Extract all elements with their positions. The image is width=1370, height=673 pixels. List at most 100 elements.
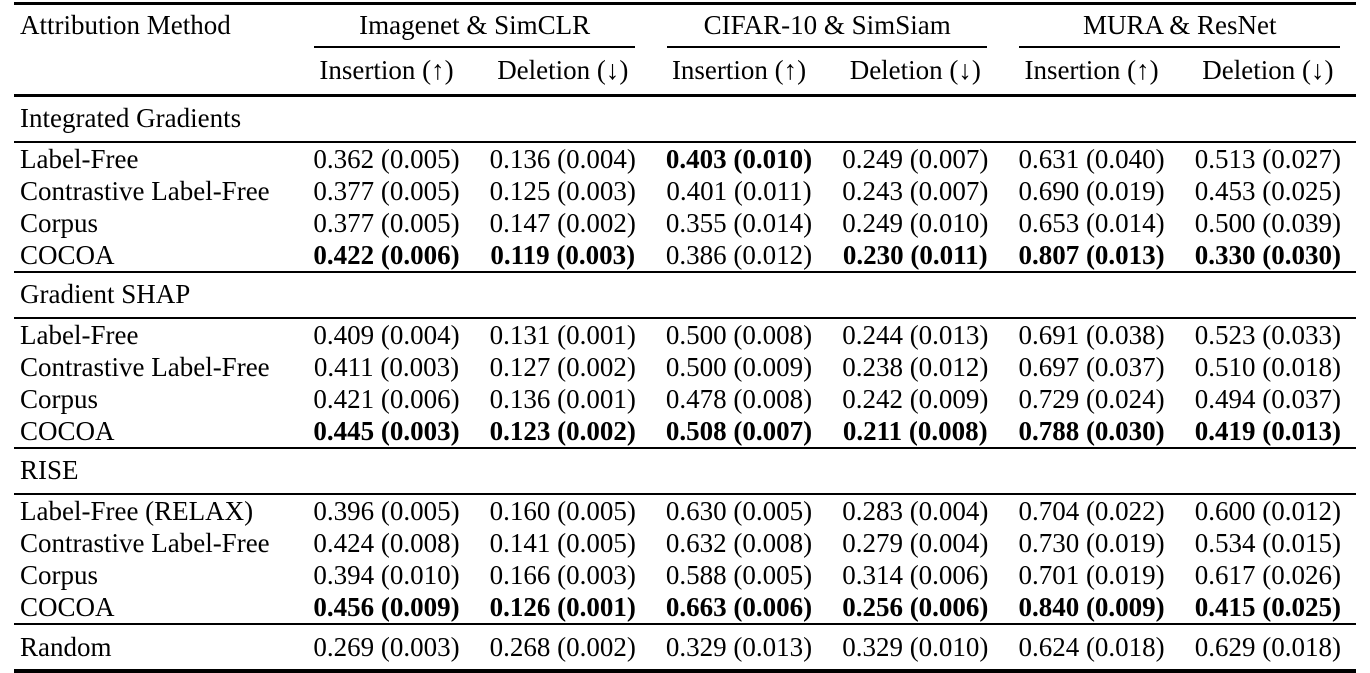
value-cell: 0.377 (0.005)	[313, 175, 460, 206]
table-row: Contrastive Label-Free 0.424 (0.008) 0.141…	[14, 527, 1356, 559]
group-header-imagenet-simclr: Imagenet & SimCLR	[298, 4, 651, 49]
table-header: Attribution Method Imagenet & SimCLR CIF…	[14, 3, 1356, 97]
table-row: Corpus 0.421 (0.006) 0.136 (0.001) 0.478 (0…	[14, 383, 1356, 415]
value-cell: 0.624 (0.018)	[1003, 623, 1180, 671]
value-cell: 0.238 (0.012)	[842, 351, 989, 382]
method-label: Contrastive Label-Free	[20, 527, 270, 558]
value-cell: 0.421 (0.006)	[313, 383, 460, 414]
group-header-row: Attribution Method Imagenet & SimCLR CIF…	[14, 3, 1356, 97]
value-cell: 0.256 (0.006)	[842, 591, 989, 622]
method-label: COCOA	[20, 591, 115, 622]
method-label: COCOA	[20, 415, 115, 446]
section-title: Integrated Gradients	[14, 94, 1356, 143]
value-cell: 0.513 (0.027)	[1194, 143, 1341, 174]
value-cell: 0.249 (0.010)	[842, 207, 989, 238]
value-cell: 0.453 (0.025)	[1194, 175, 1341, 206]
value-cell: 0.314 (0.006)	[842, 559, 989, 590]
value-cell: 0.704 (0.022)	[1018, 495, 1165, 526]
metric-header-deletion: Deletion (↓)	[474, 48, 651, 97]
value-cell: 0.630 (0.005)	[665, 495, 813, 526]
value-cell: 0.653 (0.014)	[1018, 207, 1165, 238]
value-cell: 0.632 (0.008)	[665, 527, 813, 558]
value-cell: 0.377 (0.005)	[313, 207, 460, 238]
method-label: Corpus	[20, 559, 99, 590]
value-cell: 0.166 (0.003)	[489, 559, 636, 590]
value-cell: 0.663 (0.006)	[665, 591, 813, 622]
section-title: Gradient SHAP	[14, 271, 1356, 319]
metric-header-insertion: Insertion (↑)	[1003, 48, 1180, 97]
metric-header-deletion: Deletion (↓)	[827, 48, 1004, 97]
table-row: Label-Free 0.362 (0.005) 0.136 (0.004) 0.40…	[14, 142, 1356, 175]
value-cell: 0.160 (0.005)	[489, 495, 636, 526]
value-cell: 0.411 (0.003)	[313, 351, 460, 382]
value-cell: 0.534 (0.015)	[1194, 527, 1341, 558]
value-cell: 0.386 (0.012)	[665, 239, 813, 270]
value-cell: 0.415 (0.025)	[1194, 591, 1341, 622]
value-cell: 0.230 (0.011)	[842, 239, 988, 270]
value-cell: 0.422 (0.006)	[313, 239, 460, 270]
method-label: Label-Free (RELAX)	[20, 495, 254, 526]
table-row: COCOA 0.422 (0.006) 0.119 (0.003) 0.386 (0.…	[14, 239, 1356, 272]
table-row: Corpus 0.377 (0.005) 0.147 (0.002) 0.355 (0…	[14, 207, 1356, 239]
metric-header-deletion: Deletion (↓)	[1179, 48, 1356, 97]
value-cell: 0.283 (0.004)	[842, 495, 989, 526]
value-cell: 0.136 (0.001)	[489, 383, 636, 414]
value-cell: 0.788 (0.030)	[1018, 415, 1165, 446]
value-cell: 0.510 (0.018)	[1194, 351, 1341, 382]
value-cell: 0.396 (0.005)	[313, 495, 460, 526]
method-label: Label-Free	[20, 319, 139, 350]
table-body: Integrated Gradients Label-Free 0.362 (0.0…	[14, 94, 1356, 671]
value-cell: 0.508 (0.007)	[665, 415, 813, 446]
value-cell: 0.136 (0.004)	[489, 143, 636, 174]
table-row: Label-Free 0.409 (0.004) 0.131 (0.001) 0.50…	[14, 318, 1356, 351]
value-cell: 0.329 (0.013)	[650, 623, 828, 671]
table-row: Contrastive Label-Free 0.411 (0.003) 0.127…	[14, 351, 1356, 383]
value-cell: 0.141 (0.005)	[489, 527, 636, 558]
value-cell: 0.126 (0.001)	[489, 591, 636, 622]
value-cell: 0.500 (0.008)	[665, 319, 813, 350]
method-label: COCOA	[20, 239, 115, 270]
method-label: Contrastive Label-Free	[20, 351, 270, 382]
value-cell: 0.355 (0.014)	[665, 207, 813, 238]
group-header-mura-resnet: MURA & ResNet	[1003, 4, 1356, 49]
table-row: Label-Free (RELAX) 0.396 (0.005) 0.160 (0.…	[14, 494, 1356, 527]
value-cell: 0.329 (0.010)	[827, 623, 1004, 671]
value-cell: 0.401 (0.011)	[666, 175, 812, 206]
value-cell: 0.243 (0.007)	[842, 175, 989, 206]
value-cell: 0.478 (0.008)	[665, 383, 813, 414]
value-cell: 0.523 (0.033)	[1194, 319, 1341, 350]
metric-header-insertion: Insertion (↑)	[650, 48, 828, 97]
value-cell: 0.119 (0.003)	[490, 239, 636, 270]
table-row: COCOA 0.445 (0.003) 0.123 (0.002) 0.508 (0.…	[14, 415, 1356, 448]
value-cell: 0.403 (0.010)	[665, 143, 813, 174]
value-cell: 0.131 (0.001)	[489, 319, 636, 350]
value-cell: 0.125 (0.003)	[489, 175, 636, 206]
value-cell: 0.147 (0.002)	[489, 207, 636, 238]
section-row: RISE	[14, 447, 1356, 495]
table-row: COCOA 0.456 (0.009) 0.126 (0.001) 0.663 (0.…	[14, 591, 1356, 624]
value-cell: 0.631 (0.040)	[1018, 143, 1165, 174]
section-title: RISE	[14, 447, 1356, 495]
value-cell: 0.123 (0.002)	[489, 415, 636, 446]
value-cell: 0.445 (0.003)	[313, 415, 460, 446]
value-cell: 0.701 (0.019)	[1018, 559, 1165, 590]
method-label: Corpus	[20, 383, 99, 414]
value-cell: 0.500 (0.039)	[1194, 207, 1341, 238]
metric-header-row: Insertion (↑) Deletion (↓) Insertion (↑) De…	[14, 48, 1356, 97]
table-row: Random 0.269 (0.003) 0.268 (0.002) 0.329 (0…	[14, 623, 1356, 671]
value-cell: 0.629 (0.018)	[1179, 623, 1356, 671]
table-row: Corpus 0.394 (0.010) 0.166 (0.003) 0.588 (0…	[14, 559, 1356, 591]
method-label: Corpus	[20, 207, 99, 238]
value-cell: 0.500 (0.009)	[665, 351, 813, 382]
value-cell: 0.588 (0.005)	[665, 559, 813, 590]
value-cell: 0.242 (0.009)	[842, 383, 989, 414]
value-cell: 0.279 (0.004)	[842, 527, 989, 558]
attribution-results-table: Attribution Method Imagenet & SimCLR CIF…	[14, 2, 1356, 673]
column-header-attribution-method: Attribution Method	[14, 3, 299, 97]
method-label: Label-Free	[20, 143, 139, 174]
value-cell: 0.244 (0.013)	[842, 319, 989, 350]
value-cell: 0.729 (0.024)	[1018, 383, 1165, 414]
value-cell: 0.211 (0.008)	[842, 415, 988, 446]
value-cell: 0.456 (0.009)	[313, 591, 460, 622]
value-cell: 0.249 (0.007)	[842, 143, 989, 174]
